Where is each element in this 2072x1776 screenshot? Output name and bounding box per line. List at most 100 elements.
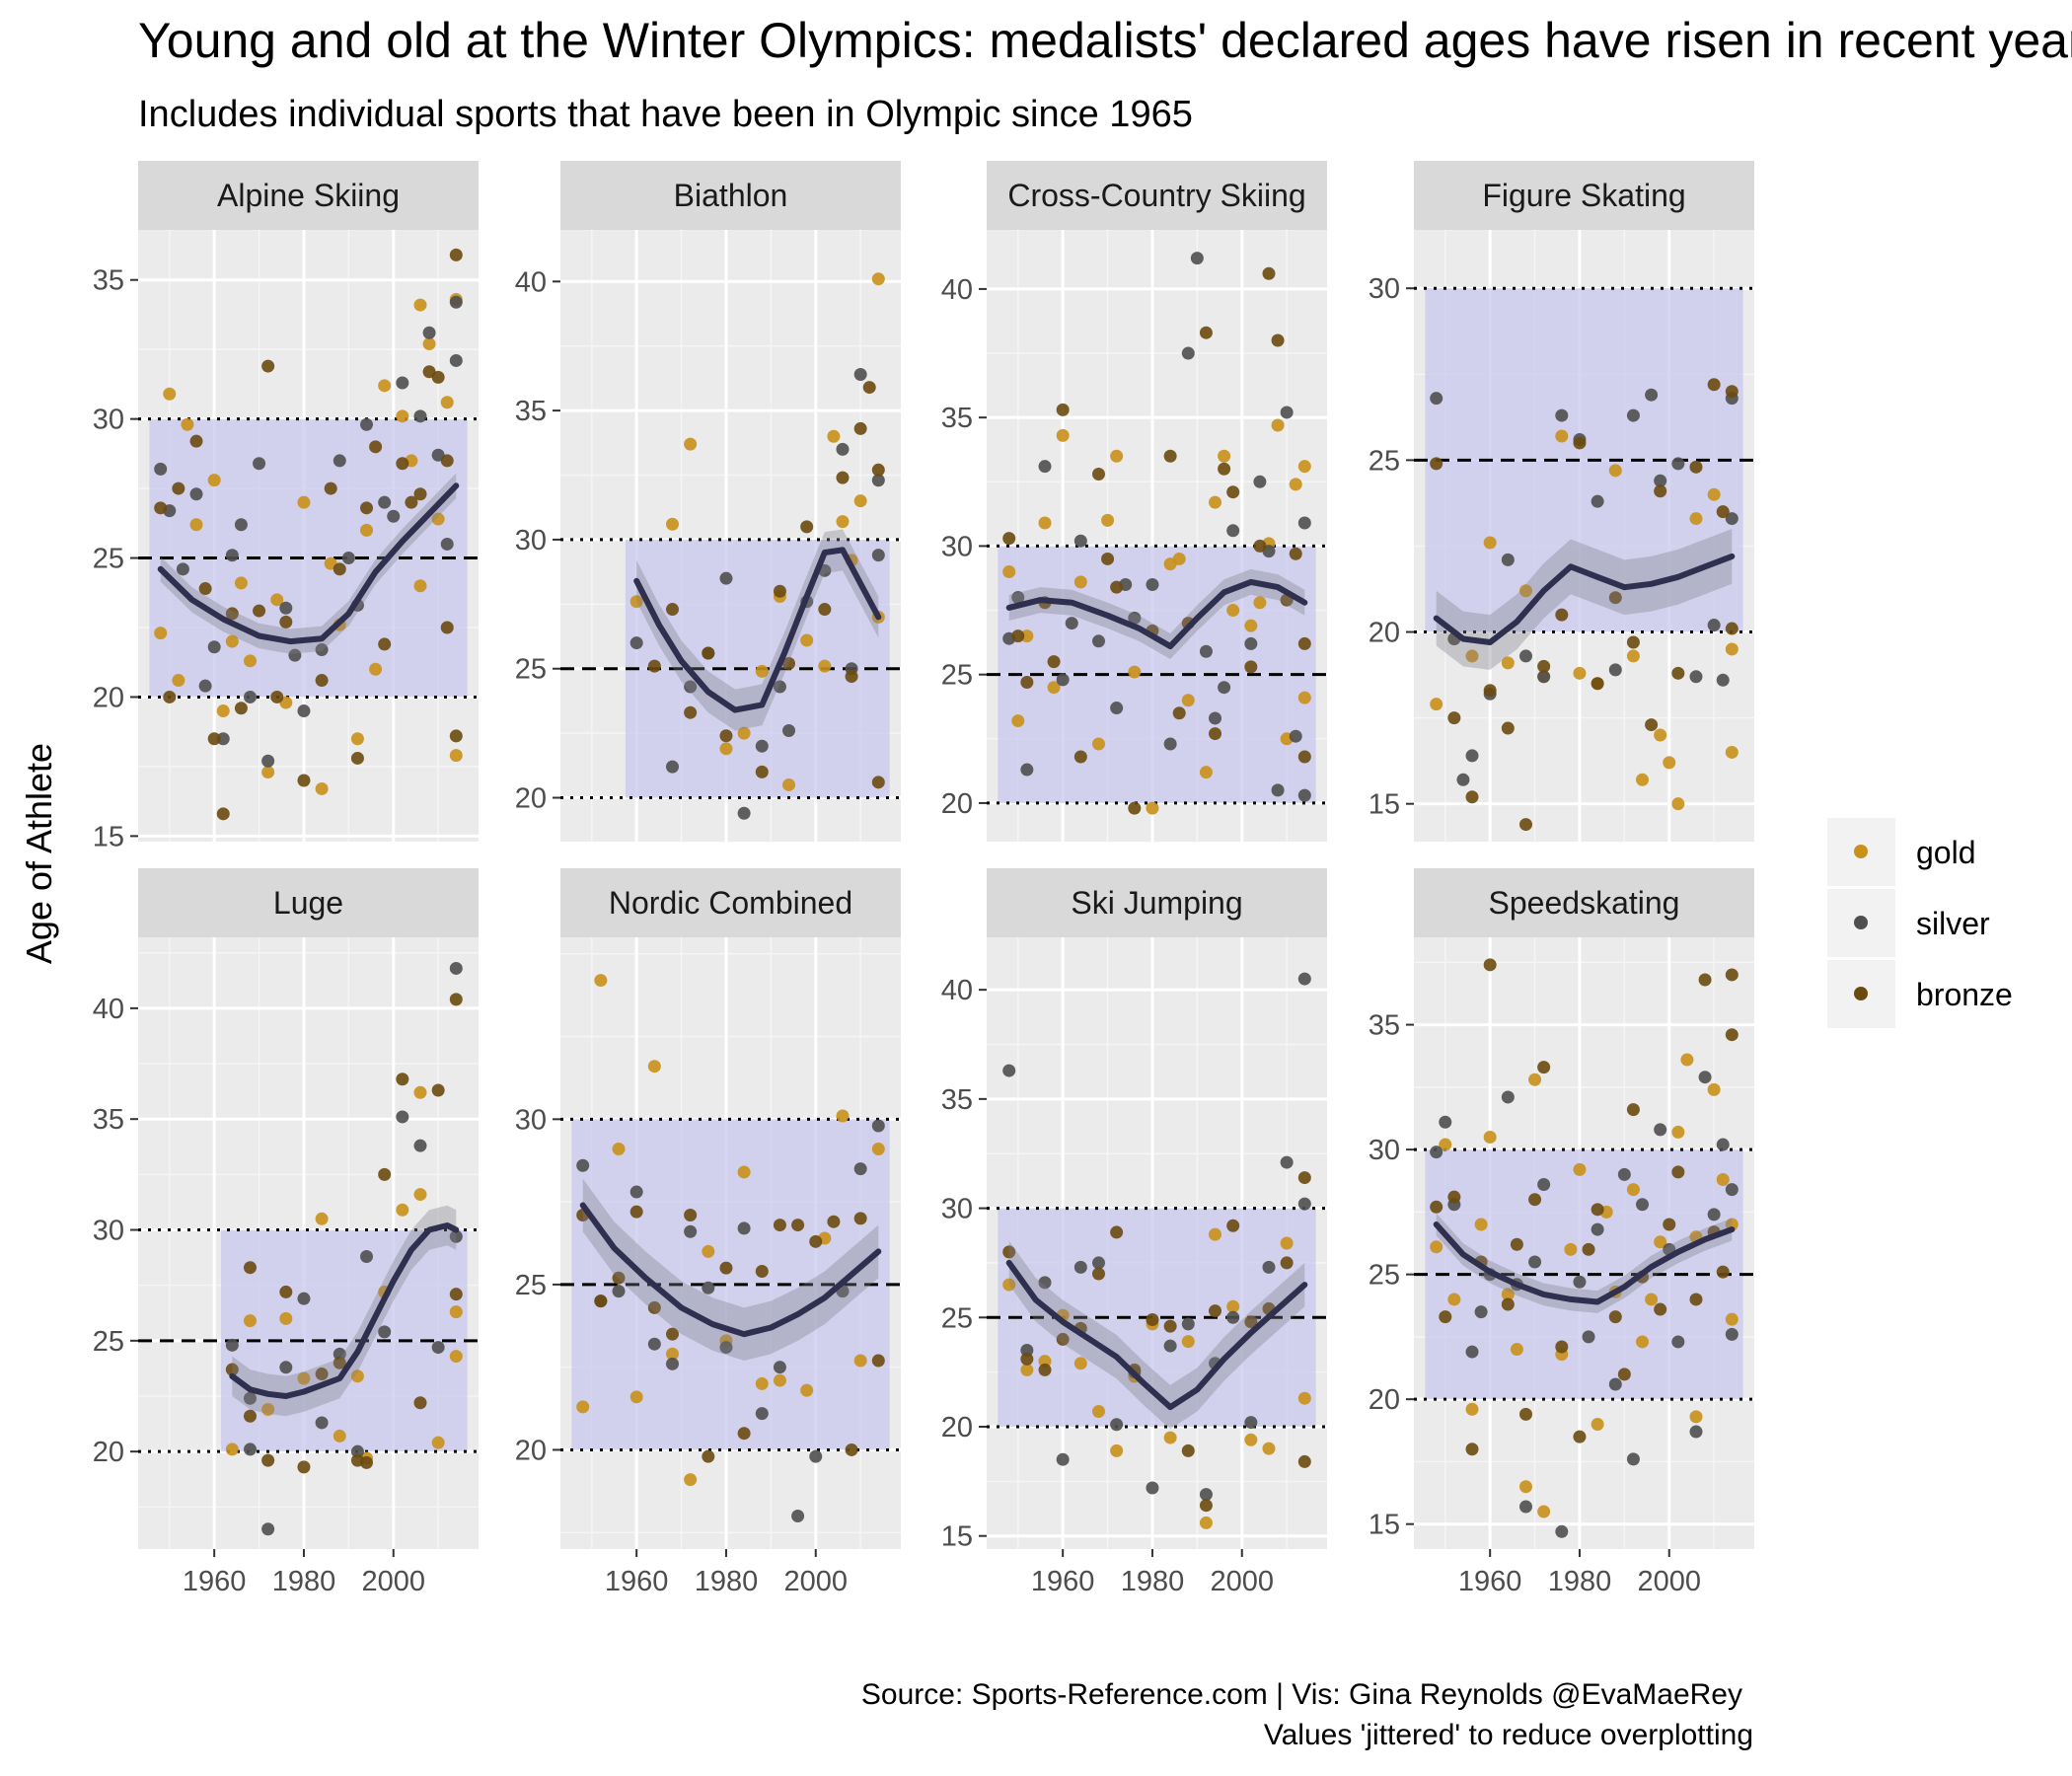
point-silver	[449, 295, 463, 309]
point-bronze	[1020, 1352, 1034, 1366]
point-silver	[207, 640, 221, 654]
smooth-line-luge	[229, 1222, 460, 1399]
point-silver	[1271, 783, 1285, 797]
point-gold	[1297, 460, 1311, 474]
strip-luge	[138, 868, 479, 937]
y-tick-label: 20	[515, 1435, 547, 1466]
point-gold	[871, 272, 885, 286]
point-bronze	[1056, 403, 1070, 416]
y-tick-label: 35	[941, 403, 973, 434]
point-bronze	[1555, 1340, 1569, 1354]
strip-label-alpine-skiing: Alpine Skiing	[217, 178, 400, 213]
point-bronze	[1518, 1407, 1532, 1421]
point-silver	[449, 1229, 463, 1243]
point-gold	[1501, 1288, 1515, 1301]
point-bronze	[1510, 1237, 1523, 1251]
point-bronze	[315, 674, 329, 688]
point-bronze	[1289, 547, 1302, 560]
point-bronze	[1038, 1363, 1052, 1376]
legend-swatch-silver	[1854, 916, 1868, 929]
x-tick-label: 1980	[1548, 1566, 1612, 1597]
point-bronze	[405, 495, 418, 509]
point-bronze	[862, 381, 876, 395]
point-bronze	[1528, 1193, 1542, 1207]
point-bronze	[809, 1234, 823, 1248]
point-bronze	[1172, 706, 1186, 720]
point-gold	[1002, 1278, 1016, 1292]
smooth-line-speedskating	[1433, 1221, 1736, 1305]
point-bronze	[755, 1264, 769, 1278]
point-bronze	[1439, 1310, 1452, 1324]
point-gold	[1626, 1183, 1640, 1197]
point-gold	[1707, 487, 1721, 501]
point-silver	[1209, 711, 1222, 725]
point-bronze	[1608, 1310, 1622, 1324]
point-silver	[629, 636, 643, 650]
point-bronze	[207, 732, 221, 746]
point-gold	[755, 1376, 769, 1390]
point-silver	[1518, 1500, 1532, 1514]
point-silver	[1163, 1339, 1177, 1353]
strip-label-cross-country-skiing: Cross-Country Skiing	[1007, 178, 1305, 213]
point-silver	[253, 457, 266, 471]
point-bronze	[1582, 1242, 1595, 1256]
point-bronze	[1716, 1265, 1730, 1279]
point-gold	[755, 664, 769, 678]
point-silver	[1110, 1418, 1124, 1432]
y-tick-label: 15	[93, 821, 124, 852]
point-silver	[1716, 1138, 1730, 1151]
point-silver	[1537, 670, 1551, 684]
point-gold	[243, 1314, 257, 1328]
point-gold	[1564, 1242, 1578, 1256]
point-silver	[853, 367, 867, 381]
point-gold	[297, 1371, 311, 1385]
point-gold	[1725, 745, 1739, 759]
point-gold	[1002, 564, 1016, 578]
point-bronze	[1537, 1061, 1551, 1074]
point-bronze	[1698, 973, 1712, 987]
point-gold	[737, 1165, 751, 1179]
point-bronze	[396, 457, 409, 471]
point-bronze	[198, 582, 212, 596]
legend-label-bronze: bronze	[1916, 977, 2013, 1012]
y-tick-label: 30	[941, 1194, 973, 1225]
point-silver	[755, 739, 769, 753]
point-gold	[449, 1350, 463, 1364]
point-silver	[1244, 1416, 1258, 1430]
point-bronze	[800, 520, 814, 534]
point-bronze	[719, 729, 733, 743]
y-tick-label: 25	[941, 1302, 973, 1334]
point-gold	[431, 512, 445, 526]
point-bronze	[350, 751, 364, 765]
point-gold	[189, 518, 203, 532]
point-silver	[629, 1185, 643, 1199]
point-bronze	[1073, 750, 1087, 764]
point-silver	[1002, 1064, 1016, 1077]
y-tick-label: 35	[93, 265, 124, 297]
point-silver	[297, 704, 311, 718]
x-tick-label: 1960	[1031, 1566, 1095, 1597]
smooth-ribbon-luge	[232, 1205, 457, 1417]
point-gold	[1271, 418, 1285, 432]
point-bronze	[1626, 635, 1640, 649]
point-bronze	[1591, 677, 1604, 691]
point-silver	[413, 409, 427, 423]
x-tick-label: 2000	[361, 1566, 425, 1597]
point-silver	[1280, 1155, 1294, 1169]
point-bronze	[189, 434, 203, 448]
point-bronze	[1163, 449, 1177, 463]
y-tick-label: 25	[941, 660, 973, 692]
point-bronze	[1110, 1225, 1124, 1239]
point-gold	[1262, 1442, 1276, 1455]
y-tick-label: 30	[1369, 273, 1400, 305]
point-silver	[1073, 534, 1087, 548]
point-silver	[1555, 1524, 1569, 1538]
point-bronze	[853, 1212, 867, 1225]
point-silver	[297, 1292, 311, 1305]
point-bronze	[1091, 467, 1105, 481]
point-silver	[1555, 408, 1569, 422]
strip-label-nordic-combined: Nordic Combined	[609, 885, 852, 921]
y-tick-label: 30	[1369, 1135, 1400, 1166]
point-gold	[1430, 1240, 1443, 1254]
point-gold	[684, 1473, 698, 1487]
